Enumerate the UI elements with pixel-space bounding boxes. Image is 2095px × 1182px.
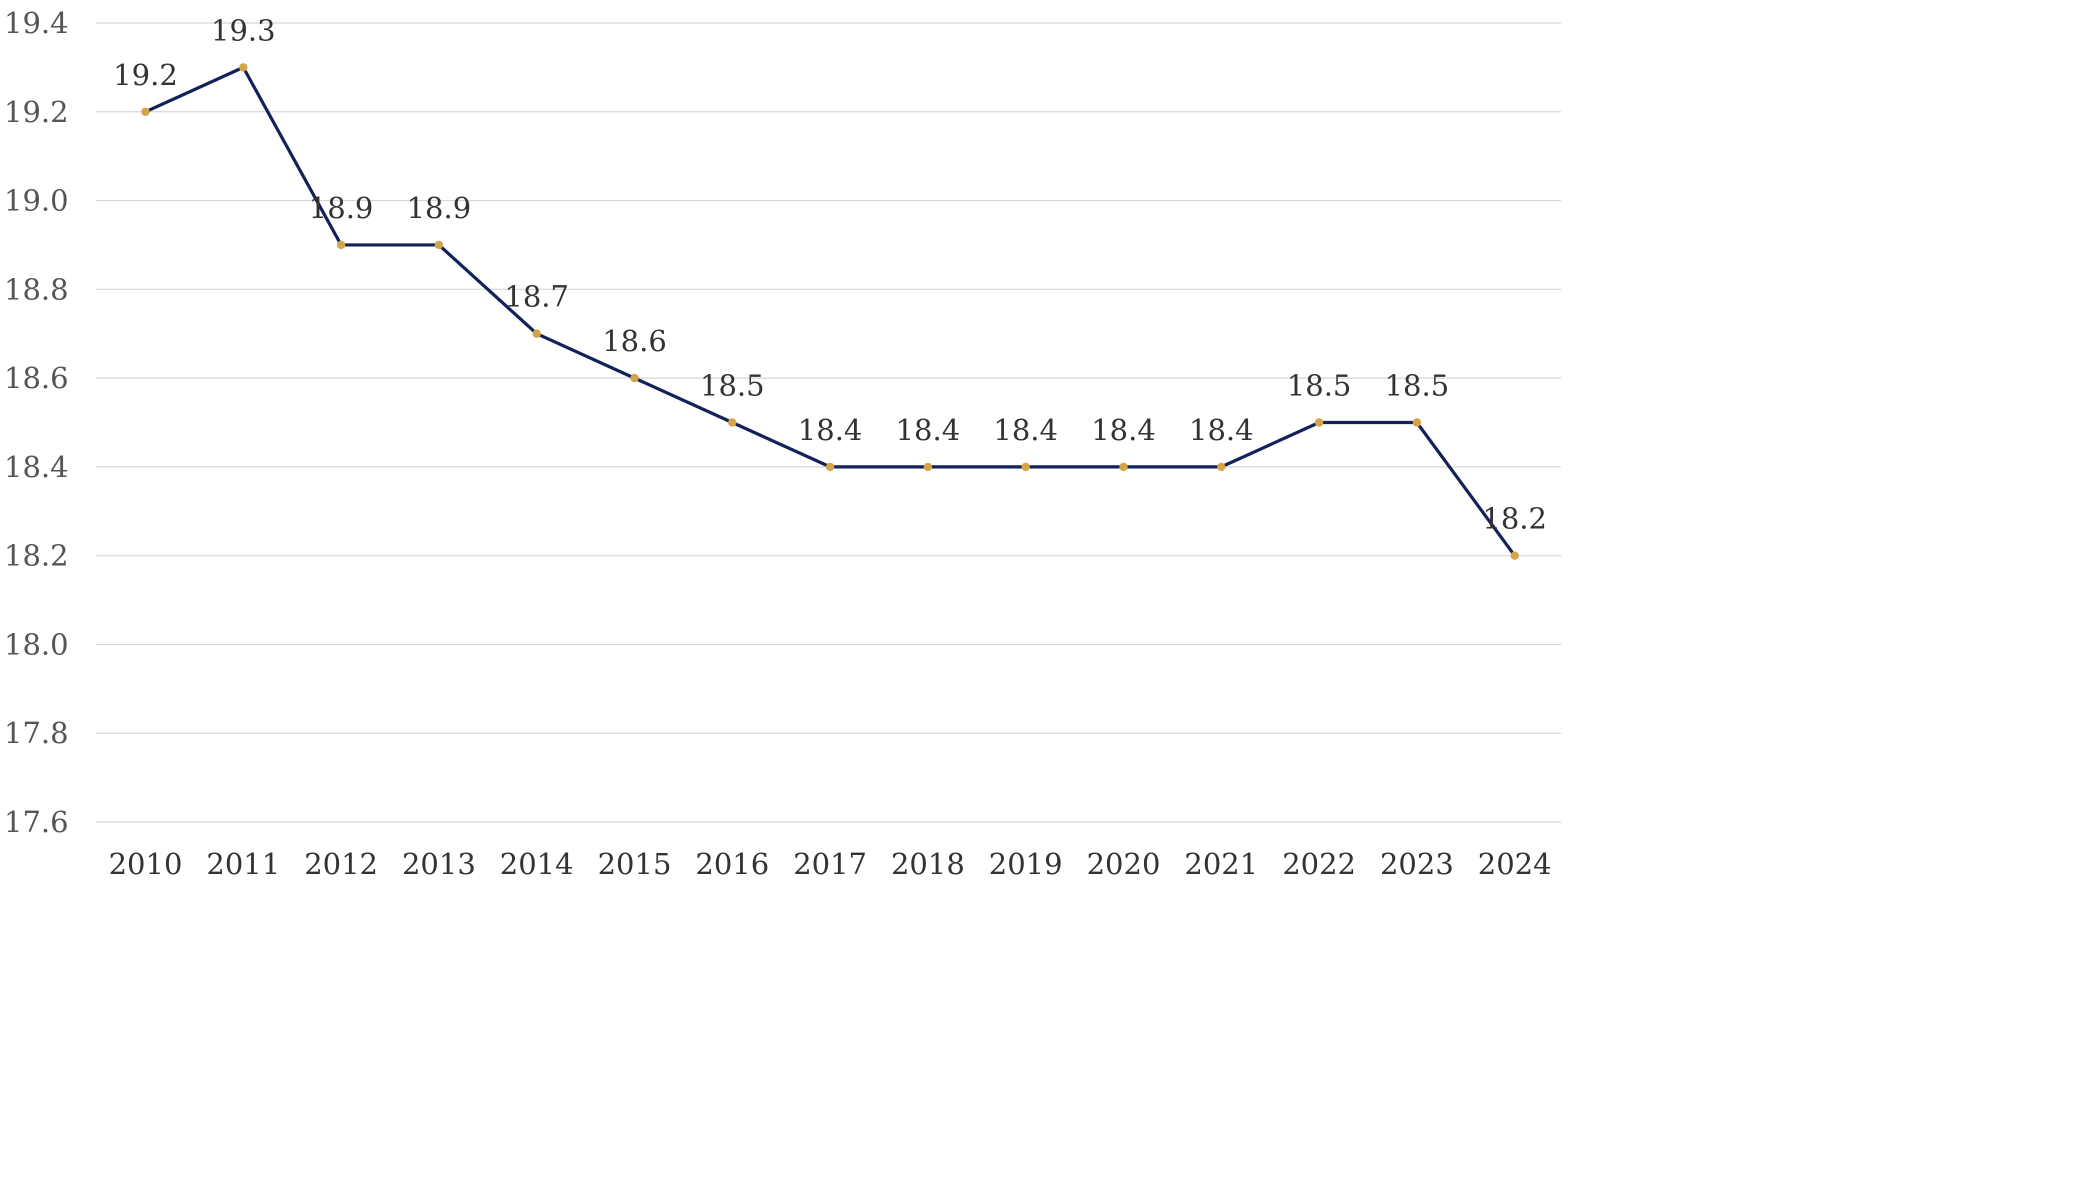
data-label: 18.6 [602, 324, 667, 358]
data-label: 19.2 [113, 58, 178, 92]
data-label: 18.4 [896, 413, 961, 447]
x-tick-label: 2014 [500, 847, 574, 881]
x-tick-label: 2020 [1087, 847, 1161, 881]
y-tick-label: 19.4 [4, 6, 69, 40]
line-chart: 17.6 17.8 18.0 18.2 18.4 18.6 18.8 19.0 19.2 19.4… [4, 6, 1561, 881]
data-label: 18.5 [700, 369, 765, 403]
y-tick-label: 18.8 [4, 272, 69, 306]
y-tick-label: 17.8 [4, 716, 69, 750]
data-point [1412, 418, 1422, 427]
data-point [1217, 462, 1226, 472]
data-point [825, 462, 835, 472]
x-tick-label: 2011 [206, 847, 280, 881]
x-tick-label: 2017 [793, 847, 867, 881]
y-tick-label: 18.6 [4, 361, 69, 395]
data-point [923, 462, 933, 472]
x-axis-tick-labels: 2010 2011 2012 2013 2014 2015 2016 2017 2018 2019… [109, 847, 1552, 881]
x-tick-label: 2012 [304, 847, 378, 881]
y-tick-label: 18.2 [4, 539, 69, 573]
data-label: 18.9 [309, 191, 374, 225]
data-point [1119, 462, 1128, 472]
x-tick-label: 2023 [1380, 847, 1454, 881]
x-tick-label: 2021 [1184, 847, 1258, 881]
x-tick-label: 2013 [402, 847, 476, 881]
data-point [1314, 418, 1324, 427]
series-lines [143, 65, 1517, 558]
x-tick-label: 2018 [891, 847, 965, 881]
y-tick-label: 17.6 [4, 805, 69, 839]
x-tick-label: 2019 [989, 847, 1063, 881]
data-label: 18.4 [993, 413, 1058, 447]
data-label: 18.4 [798, 413, 863, 447]
series-markers [141, 63, 1519, 560]
x-tick-label: 2010 [109, 847, 183, 881]
data-point [532, 329, 541, 338]
data-point [1021, 462, 1030, 472]
data-label: 18.5 [1385, 369, 1450, 403]
data-label: 18.5 [1287, 369, 1352, 403]
chart-canvas: 17.6 17.8 18.0 18.2 18.4 18.6 18.8 19.0 19.2 19.4… [4, 6, 1561, 881]
series-line [143, 65, 1517, 558]
data-point [1510, 551, 1519, 560]
y-tick-label: 18.4 [4, 450, 69, 484]
data-labels: 19.2 19.3 18.9 18.9 18.7 18.6 18.5 18.4 18.4 18.4… [113, 13, 1547, 535]
y-tick-label: 19.2 [4, 95, 69, 129]
x-tick-label: 2022 [1282, 847, 1356, 881]
data-label: 18.7 [504, 280, 569, 314]
data-label: 18.4 [1091, 413, 1156, 447]
data-point [336, 240, 346, 250]
data-label: 18.4 [1189, 413, 1254, 447]
data-point [141, 107, 150, 116]
y-tick-label: 18.0 [4, 627, 69, 661]
x-tick-label: 2015 [598, 847, 672, 881]
x-tick-label: 2024 [1478, 847, 1552, 881]
data-point [728, 418, 737, 427]
data-point [630, 373, 639, 383]
y-tick-label: 19.0 [4, 184, 69, 218]
x-tick-label: 2016 [695, 847, 769, 881]
data-point [239, 63, 248, 72]
data-label: 18.9 [407, 191, 472, 225]
y-axis-tick-labels: 17.6 17.8 18.0 18.2 18.4 18.6 18.8 19.0 19.2 19.4 [4, 6, 69, 839]
data-label: 18.2 [1482, 502, 1547, 536]
data-label: 19.3 [211, 13, 276, 47]
data-point [434, 240, 444, 250]
